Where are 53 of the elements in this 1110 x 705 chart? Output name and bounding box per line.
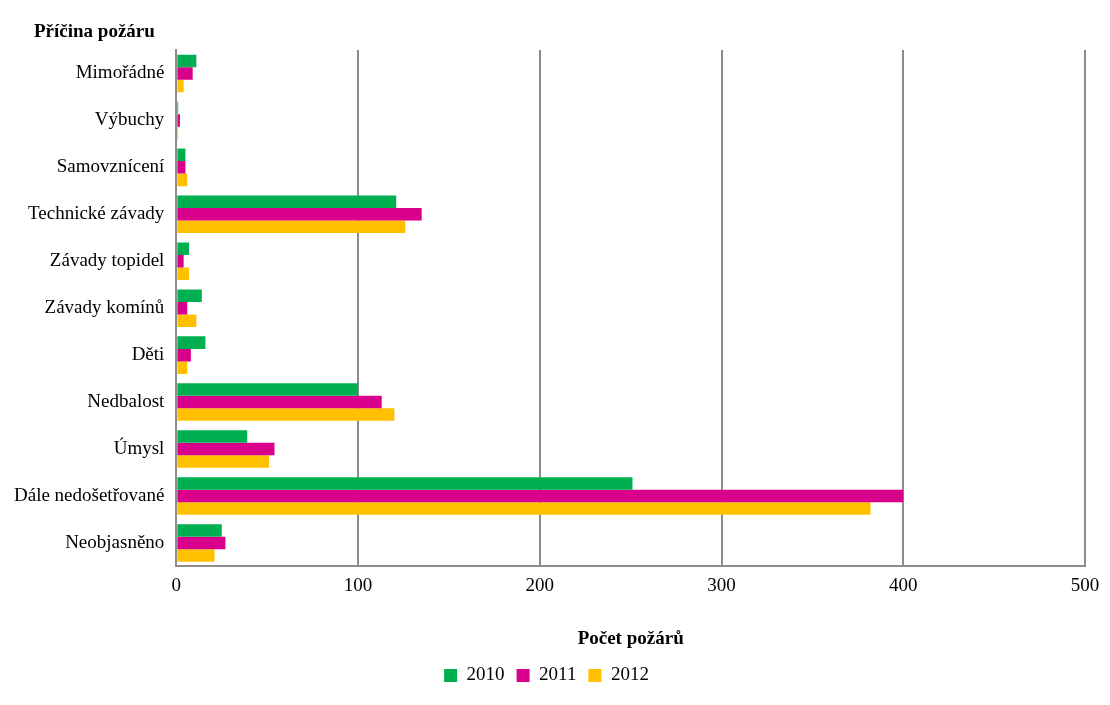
- bar: [177, 536, 226, 550]
- bar: [177, 173, 188, 187]
- x-tick-label: 100: [343, 573, 373, 595]
- y-tick-label: Technické závady: [28, 202, 165, 224]
- bar: [177, 430, 248, 443]
- x-tick-label: 300: [707, 573, 736, 595]
- bar: [177, 489, 904, 503]
- y-tick-label: Děti: [131, 343, 165, 365]
- x-axis-title: Počet požárů: [577, 626, 685, 648]
- y-tick-label: Závady topidel: [49, 249, 165, 271]
- bar: [177, 301, 188, 315]
- bar: [177, 220, 406, 234]
- bar: [177, 502, 871, 515]
- bar: [177, 408, 395, 421]
- y-tick-label: Nedbalost: [87, 390, 166, 412]
- bar: [177, 348, 191, 362]
- y-tick-label: Dále nedošetřované: [13, 483, 165, 505]
- bar: [177, 455, 270, 468]
- bar: [177, 148, 186, 162]
- bar: [177, 314, 197, 327]
- x-tick-label: 0: [171, 573, 182, 595]
- bar: [177, 161, 186, 174]
- legend-label: 2011: [539, 663, 577, 685]
- bar: [177, 195, 397, 209]
- bar: [177, 208, 422, 221]
- bar: [177, 54, 197, 68]
- bar: [177, 477, 633, 490]
- bar: [177, 255, 184, 268]
- bar: [177, 442, 275, 456]
- y-tick-label: Výbuchy: [94, 108, 165, 130]
- legend-label: 2010: [466, 663, 505, 685]
- y-tick-label: Neobjasněno: [65, 530, 165, 552]
- bar: [177, 79, 184, 93]
- bar: [177, 267, 190, 281]
- bar: [177, 549, 215, 562]
- y-tick-label: Samovznícení: [56, 155, 166, 177]
- y-axis-title: Příčina požáru: [34, 20, 155, 42]
- y-tick-label: Mimořádné: [75, 61, 165, 83]
- x-tick-label: 400: [889, 573, 918, 595]
- bar: [177, 336, 206, 349]
- bar: [177, 114, 180, 127]
- bar: [177, 524, 222, 537]
- x-tick-label: 500: [1070, 573, 1100, 595]
- bar: [177, 361, 188, 374]
- bar: [177, 395, 382, 409]
- legend-label: 2012: [610, 663, 649, 685]
- y-tick-label: Úmysl: [113, 437, 165, 459]
- y-tick-label: Závady komínů: [44, 296, 165, 318]
- bar: [177, 383, 359, 396]
- bar: [177, 67, 193, 80]
- x-tick-label: 200: [525, 573, 555, 595]
- bar: [177, 242, 190, 255]
- bar: [177, 289, 202, 302]
